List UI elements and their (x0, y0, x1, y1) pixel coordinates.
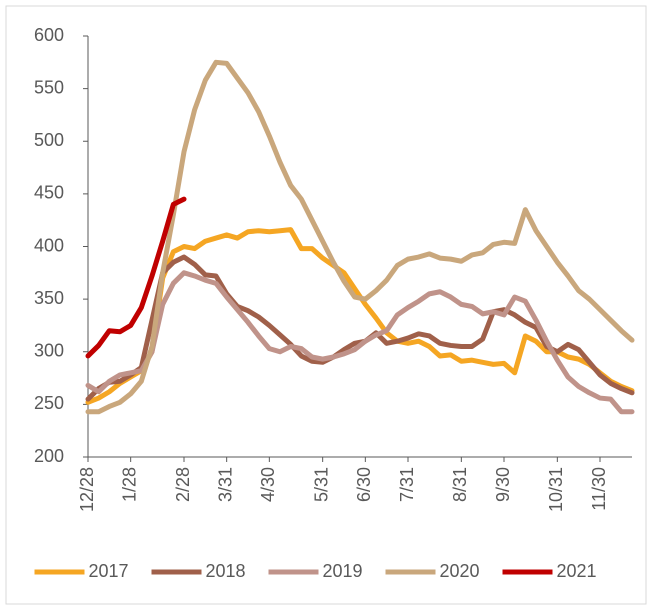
x-tick-label: 10/31 (546, 467, 566, 512)
legend-label: 2020 (440, 561, 480, 581)
legend-label: 2019 (323, 561, 363, 581)
x-tick-label: 2/28 (173, 467, 193, 502)
legend-label: 2017 (89, 561, 129, 581)
line-series (85, 270, 635, 415)
x-tick-label: 7/31 (397, 467, 417, 502)
x-tick-label: 8/31 (450, 467, 470, 502)
x-tick-label: 11/30 (589, 467, 609, 511)
y-tick-label: 550 (34, 77, 64, 97)
y-tick-label: 600 (34, 25, 64, 45)
y-tick-label: 350 (34, 288, 64, 308)
y-tick-label: 450 (34, 183, 64, 203)
legend-label: 2021 (557, 561, 597, 581)
x-tick-label: 3/31 (215, 467, 235, 502)
legend-label: 2018 (206, 561, 246, 581)
x-tick-label: 5/31 (311, 467, 331, 502)
x-tick-label: 4/30 (258, 467, 278, 502)
y-tick-label: 250 (34, 393, 64, 413)
line-series (85, 254, 635, 402)
x-tick-label: 9/30 (493, 467, 513, 502)
x-tick-label: 1/28 (119, 467, 139, 502)
line-series (85, 59, 635, 415)
y-tick-label: 200 (34, 446, 64, 466)
y-tick-label: 300 (34, 341, 64, 361)
line-series (85, 196, 187, 359)
y-tick-label: 500 (34, 130, 64, 150)
x-tick-label: 12/28 (77, 467, 97, 512)
chart-border (5, 5, 647, 605)
x-tick-label: 6/30 (354, 467, 374, 502)
y-tick-label: 400 (34, 235, 64, 255)
